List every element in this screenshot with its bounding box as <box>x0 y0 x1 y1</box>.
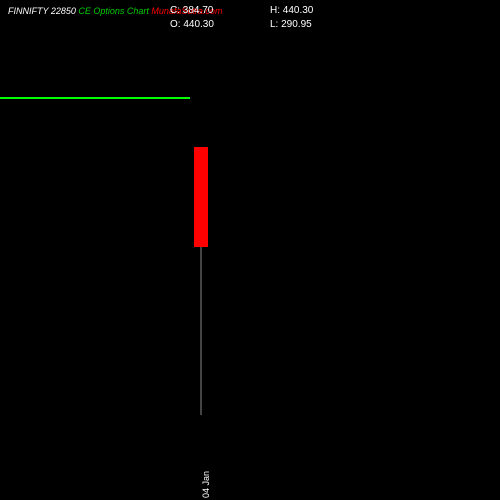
open-readout: O: 440.30 <box>170 18 230 32</box>
close-label: C: <box>170 5 180 16</box>
candle-body <box>194 147 208 247</box>
high-label: H: <box>270 5 280 16</box>
low-readout: L: 290.95 <box>270 18 330 32</box>
open-label: O: <box>170 19 181 30</box>
low-label: L: <box>270 19 278 30</box>
high-readout: H: 440.30 <box>270 4 330 18</box>
close-value: 384.70 <box>183 5 214 16</box>
high-value: 440.30 <box>283 5 314 16</box>
candle <box>194 147 208 415</box>
ohlc-readout: C: 384.70 H: 440.30 O: 440.30 L: 290.95 <box>170 4 330 32</box>
open-value: 440.30 <box>183 19 214 30</box>
x-axis-label: 04 Jan <box>201 471 211 498</box>
low-value: 290.95 <box>281 19 312 30</box>
close-readout: C: 384.70 <box>170 4 230 18</box>
indicator-line <box>0 97 190 99</box>
